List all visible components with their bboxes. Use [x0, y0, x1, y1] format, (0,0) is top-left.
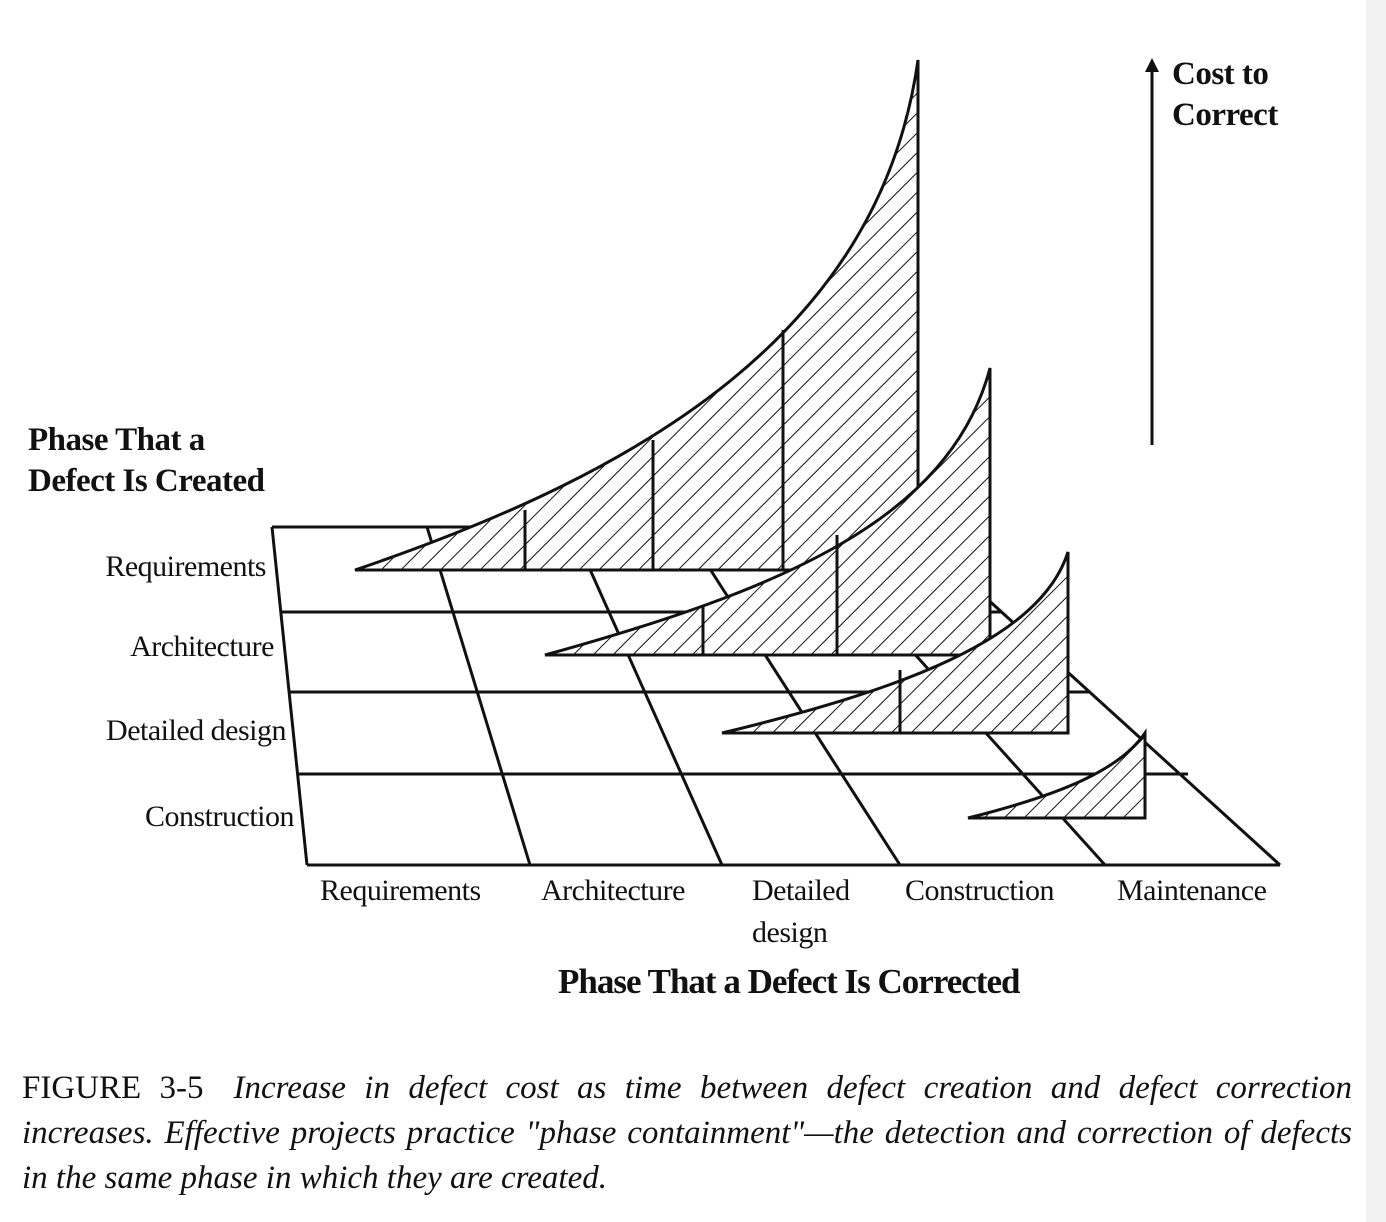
column-label: Architecture [541, 874, 685, 907]
cost-wedge-detailed-design [721, 551, 1070, 735]
grid-column-line [681, 526, 902, 866]
column-label: Detailed [752, 874, 850, 907]
column-label: Construction [905, 874, 1055, 907]
caption-text: Increase in defect cost as time between … [22, 1070, 1352, 1196]
cost-axis-title-line2: Correct [1172, 97, 1278, 133]
cost-wedge-requirements [354, 59, 920, 572]
figure-caption: FIGURE 3-5 Increase in defect cost as tim… [22, 1066, 1352, 1201]
created-axis-title-line1: Phase That a [28, 422, 205, 458]
row-label: Construction [145, 800, 295, 833]
grid-left-edge [270, 526, 309, 866]
cost-wedge-architecture [544, 367, 992, 657]
row-label: Detailed design [106, 714, 286, 747]
arrow-head-icon [1145, 58, 1159, 72]
page-edge [1366, 0, 1386, 1222]
corrected-axis-title: Phase That a Defect Is Corrected [558, 962, 1020, 1001]
cost-axis-title: Cost to Correct [1172, 54, 1278, 136]
grid-column-line [569, 526, 724, 866]
row-label: Requirements [105, 550, 266, 583]
figure-label: FIGURE 3-5 [22, 1070, 204, 1106]
cost-wedge-construction [967, 728, 1147, 820]
column-label-line2: design [752, 916, 828, 949]
cost-axis-title-line1: Cost to [1172, 56, 1269, 92]
grid-column-line [425, 526, 532, 866]
column-label: Requirements [320, 874, 481, 907]
created-axis-title-line2: Defect Is Created [28, 463, 265, 499]
column-label: Maintenance [1117, 874, 1267, 907]
created-axis-title: Phase That a Defect Is Created [28, 420, 265, 502]
row-label: Architecture [130, 630, 274, 663]
cost-axis-arrow [1145, 58, 1159, 445]
